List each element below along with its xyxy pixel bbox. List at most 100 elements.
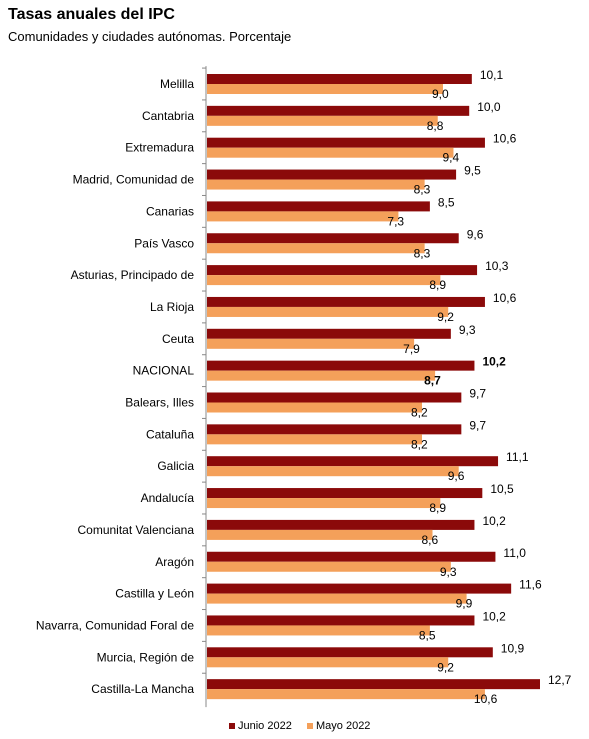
data-label-junio: 9,3 [459,323,476,337]
bar-mayo [207,179,425,190]
category-label: País Vasco [134,236,194,250]
category-label: La Rioja [150,300,194,314]
bar-mayo [207,625,430,636]
data-label-junio: 10,3 [485,259,509,273]
bar-mayo [207,657,449,668]
chart-subtitle: Comunidades y ciudades autónomas. Porcen… [8,29,292,44]
category-label: Asturias, Principado de [71,268,195,282]
category-label: Balears, Illes [125,396,194,410]
bar-mayo [207,689,485,700]
bar-junio [207,488,483,499]
data-label-junio: 9,7 [469,387,486,401]
data-label-mayo: 10,6 [474,692,498,706]
category-label: Canarias [146,204,194,218]
bar-junio [207,424,462,435]
bar-junio [207,137,485,148]
bar-junio [207,583,512,594]
bar-junio [207,519,475,530]
bar-junio [207,551,496,562]
data-label-junio: 10,1 [480,68,504,82]
bar-junio [207,456,499,467]
bar-junio [207,201,430,212]
bar-mayo [207,147,454,158]
category-label: Galicia [157,459,194,473]
data-label-junio: 9,5 [464,164,481,178]
data-label-junio: 10,6 [493,291,517,305]
category-label: NACIONAL [133,364,195,378]
legend-swatch [229,723,235,729]
data-label-mayo: 8,9 [429,278,446,292]
data-label-junio: 9,6 [467,227,484,241]
bar-junio [207,392,462,403]
bar-junio [207,647,493,658]
data-label-mayo: 9,4 [442,151,459,165]
bar-junio [207,615,475,626]
bar-mayo [207,275,441,286]
data-label-mayo: 8,6 [421,533,438,547]
bar-junio [207,105,470,116]
data-label-junio: 10,9 [501,641,525,655]
bar-junio [207,360,475,371]
data-label-mayo: 8,2 [411,406,428,420]
data-label-mayo: 8,8 [427,119,444,133]
bar-mayo [207,243,425,254]
chart-title: Tasas anuales del IPC [8,6,175,23]
data-label-junio: 10,2 [482,609,506,623]
data-label-mayo: 8,3 [414,246,431,260]
bar-mayo [207,84,443,94]
category-label: Melilla [160,77,194,91]
data-label-mayo: 9,6 [448,469,465,483]
legend-label: Mayo 2022 [316,720,370,732]
bar-mayo [207,306,449,317]
category-label: Murcia, Región de [97,650,195,664]
data-label-junio: 10,5 [490,482,514,496]
bar-junio [207,265,478,276]
data-label-junio: 11,6 [519,578,542,592]
data-label-mayo: 7,9 [403,342,420,356]
category-label: Navarra, Comunidad Foral de [36,618,194,632]
data-label-mayo: 8,3 [414,183,431,197]
category-label: Castilla y León [115,587,194,601]
bar-mayo [207,466,459,477]
data-label-junio: 9,7 [469,418,486,432]
data-label-mayo: 7,3 [387,214,404,228]
bar-junio [207,169,457,180]
category-label: Cantabria [142,109,194,123]
data-label-junio: 10,2 [482,355,506,369]
bar-mayo [207,561,451,572]
legend-swatch [307,723,313,729]
data-label-mayo: 8,7 [424,374,441,388]
data-label-junio: 10,2 [482,514,506,528]
legend-label: Junio 2022 [238,720,292,732]
bar-mayo [207,529,433,540]
category-label: Madrid, Comunidad de [73,173,195,187]
data-label-junio: 10,6 [493,132,517,146]
bar-mayo [207,115,438,126]
category-label: Cataluña [146,427,194,441]
category-label: Ceuta [162,332,194,346]
bar-junio [207,679,540,690]
data-label-mayo: 9,3 [440,565,457,579]
bar-junio [207,328,451,339]
data-label-junio: 12,7 [548,673,572,687]
bar-mayo [207,402,423,413]
category-label: Andalucía [141,491,195,505]
data-label-mayo: 9,2 [437,660,454,674]
data-label-junio: 10,0 [477,100,501,114]
data-label-mayo: 8,9 [429,501,446,515]
category-label: Comunitat Valenciana [77,523,194,537]
category-label: Extremadura [125,141,194,155]
data-label-junio: 11,1 [506,450,529,464]
bar-mayo [207,434,423,445]
bar-junio [207,233,459,244]
bar-junio [207,74,472,84]
category-label: Castilla-La Mancha [91,682,194,696]
data-label-junio: 8,5 [438,195,455,209]
data-label-mayo: 9,9 [456,597,473,611]
data-label-mayo: 8,2 [411,437,428,451]
data-label-mayo: 9,0 [432,87,449,101]
bar-mayo [207,370,436,381]
bar-junio [207,296,485,307]
bar-mayo [207,338,415,349]
